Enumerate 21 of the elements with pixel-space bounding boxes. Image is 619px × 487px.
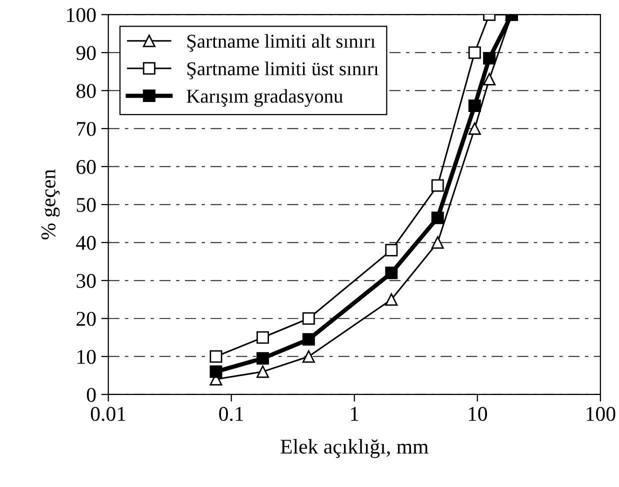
y-tick-label: 20 [76, 312, 96, 326]
legend-label: Karışım gradasyonu [186, 89, 343, 107]
y-tick-label: 10 [78, 350, 96, 364]
y-tick-label: 50 [76, 198, 96, 212]
y-tick-label: 80 [76, 84, 96, 98]
legend-label: Şartname limiti alt sınırı [187, 34, 376, 52]
x-tick-label: 1 [351, 406, 358, 421]
x-axis-title: Elek açıklığı, mm [280, 439, 428, 458]
x-tick-label: 10 [468, 406, 488, 421]
y-axis-title: % geçen [41, 169, 60, 240]
y-tick-label: 100 [67, 8, 96, 22]
y-tick-label: 70 [77, 122, 96, 136]
legend-label: Şartname limiti üst sınırı [187, 62, 379, 80]
y-tick-label: 90 [76, 46, 96, 60]
y-tick-label: 0 [86, 388, 96, 402]
y-tick-label: 30 [76, 274, 96, 288]
x-tick-label: 0.1 [219, 406, 244, 422]
y-tick-label: 40 [76, 236, 96, 250]
x-tick-label: 0.01 [90, 406, 126, 422]
y-tick-label: 60 [76, 160, 96, 174]
x-tick-label: 100 [586, 406, 616, 421]
